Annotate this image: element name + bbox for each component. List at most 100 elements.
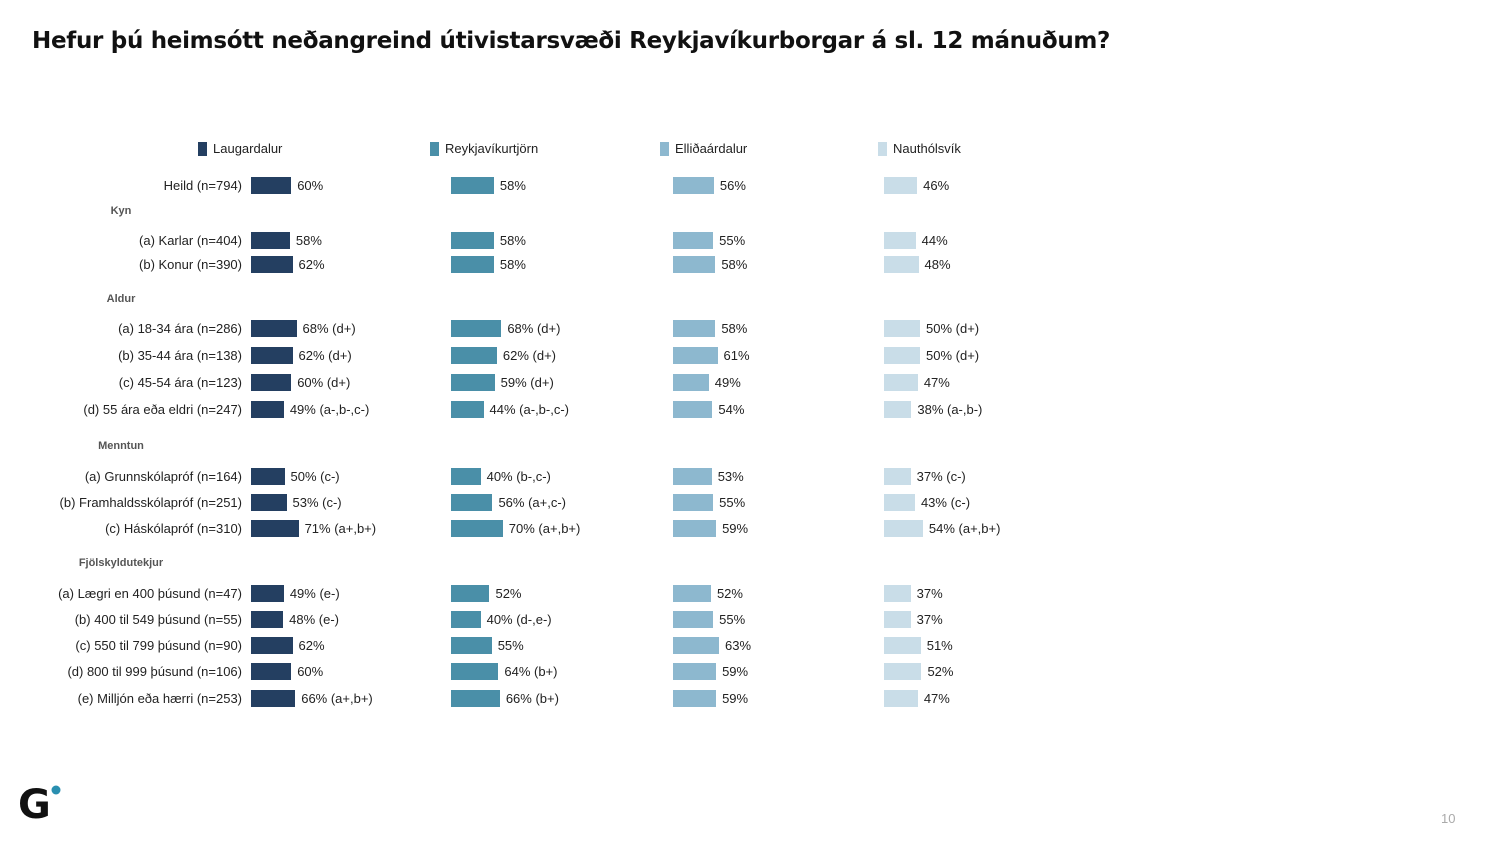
- legend-swatch: [198, 141, 207, 156]
- data-label: 59%: [722, 691, 749, 706]
- category-label: Heild (n=794): [163, 178, 242, 193]
- bar-elliðaárdalur: [673, 347, 718, 364]
- bar-elliðaárdalur: [673, 494, 714, 511]
- category-label: (b) 400 til 549 þúsund (n=55): [74, 612, 242, 627]
- category-label: (e) Milljón eða hærri (n=253): [77, 691, 242, 706]
- data-label: 54%: [718, 402, 745, 417]
- bar-nauthólsvík: [884, 177, 918, 194]
- legend-item-ellidaardalur: Elliðaárdalur: [660, 141, 747, 156]
- bar-nauthólsvík: [884, 468, 911, 485]
- bar-elliðaárdalur: [673, 177, 714, 194]
- bar-laugardalur: [251, 468, 285, 485]
- data-label: 70% (a+,b+): [508, 521, 581, 536]
- bar-laugardalur: [251, 320, 297, 337]
- data-label: 47%: [923, 691, 950, 706]
- bar-reykjavíkurtjörn: [451, 663, 499, 680]
- data-label: 71% (a+,b+): [304, 521, 377, 536]
- data-label: 58%: [295, 233, 322, 248]
- data-label: 68% (d+): [507, 321, 561, 336]
- group-heading: Aldur: [106, 293, 136, 305]
- bar-laugardalur: [251, 637, 293, 654]
- legend-label: Reykjavíkurtjörn: [445, 141, 539, 156]
- bar-elliðaárdalur: [673, 611, 714, 628]
- bar-laugardalur: [251, 177, 292, 194]
- data-label: 52%: [495, 586, 522, 601]
- bar-elliðaárdalur: [673, 637, 719, 654]
- data-label: 49% (a-,b-,c-): [289, 402, 370, 417]
- group-heading: Fjölskyldutekjur: [78, 557, 164, 569]
- data-label: 49%: [714, 375, 741, 390]
- bar-elliðaárdalur: [673, 401, 713, 418]
- bar-laugardalur: [251, 232, 290, 249]
- data-label: 59% (d+): [500, 375, 554, 390]
- bar-elliðaárdalur: [673, 256, 716, 273]
- data-label: 66% (a+,b+): [301, 691, 373, 706]
- data-label: 55%: [719, 495, 746, 510]
- category-label: (b) Konur (n=390): [139, 257, 242, 272]
- data-label: 60%: [297, 178, 324, 193]
- bar-nauthólsvík: [884, 585, 911, 602]
- bar-laugardalur: [251, 585, 284, 602]
- bar-laugardalur: [251, 256, 293, 273]
- data-label: 56% (a+,c-): [498, 495, 566, 510]
- data-label: 37%: [916, 586, 943, 601]
- data-label: 58%: [499, 257, 526, 272]
- bar-elliðaárdalur: [673, 468, 712, 485]
- data-label: 66% (b+): [505, 691, 559, 706]
- bar-nauthólsvík: [884, 320, 920, 337]
- data-label: 46%: [923, 178, 950, 193]
- category-label: (b) Framhaldsskólapróf (n=251): [59, 495, 242, 510]
- bar-elliðaárdalur: [673, 320, 716, 337]
- group-heading: Kyn: [110, 205, 132, 217]
- category-label: (c) 550 til 799 þúsund (n=90): [75, 638, 242, 653]
- category-label: (a) Karlar (n=404): [139, 233, 242, 248]
- bar-reykjavíkurtjörn: [451, 347, 497, 364]
- legend-swatch: [430, 141, 439, 156]
- bar-reykjavíkurtjörn: [451, 401, 484, 418]
- category-label: (d) 55 ára eða eldri (n=247): [83, 402, 242, 417]
- legend-item-nautholsvik: Nauthólsvík: [878, 141, 961, 156]
- category-label: (a) Grunnskólapróf (n=164): [84, 469, 242, 484]
- svg-text:G: G: [18, 782, 51, 822]
- category-label: (a) Lægri en 400 þúsund (n=47): [58, 586, 242, 601]
- data-label: 48% (e-): [289, 612, 340, 627]
- data-label: 49% (e-): [289, 586, 340, 601]
- data-label: 58%: [721, 257, 748, 272]
- bar-elliðaárdalur: [673, 374, 709, 391]
- data-label: 48%: [924, 257, 951, 272]
- data-label: 38% (a-,b-): [917, 402, 983, 417]
- bar-elliðaárdalur: [673, 690, 717, 707]
- gallup-logo: G: [18, 782, 64, 828]
- data-label: 51%: [926, 638, 953, 653]
- data-label: 58%: [499, 178, 526, 193]
- bar-reykjavíkurtjörn: [451, 637, 492, 654]
- data-label: 44%: [921, 233, 948, 248]
- data-label: 58%: [721, 321, 748, 336]
- data-label: 62% (d+): [502, 348, 556, 363]
- bar-elliðaárdalur: [673, 585, 711, 602]
- data-label: 54% (a+,b+): [928, 521, 1001, 536]
- bar-laugardalur: [251, 374, 292, 391]
- bar-nauthólsvík: [884, 663, 922, 680]
- bar-nauthólsvík: [884, 637, 921, 654]
- bar-nauthólsvík: [884, 494, 915, 511]
- bar-reykjavíkurtjörn: [451, 494, 493, 511]
- bar-laugardalur: [251, 347, 293, 364]
- data-label: 37% (c-): [916, 469, 966, 484]
- data-label: 60% (d+): [297, 375, 351, 390]
- bar-nauthólsvík: [884, 374, 918, 391]
- data-label: 50% (d+): [926, 321, 980, 336]
- legend-label: Nauthólsvík: [893, 141, 961, 156]
- bar-reykjavíkurtjörn: [451, 232, 494, 249]
- data-label: 55%: [497, 638, 524, 653]
- bar-elliðaárdalur: [673, 663, 717, 680]
- bar-reykjavíkurtjörn: [451, 611, 481, 628]
- bar-laugardalur: [251, 401, 284, 418]
- data-label: 60%: [297, 664, 324, 679]
- bar-reykjavíkurtjörn: [451, 374, 495, 391]
- bar-reykjavíkurtjörn: [451, 468, 481, 485]
- data-label: 52%: [716, 586, 743, 601]
- data-label: 68% (d+): [302, 321, 356, 336]
- category-label: (b) 35-44 ára (n=138): [118, 348, 242, 363]
